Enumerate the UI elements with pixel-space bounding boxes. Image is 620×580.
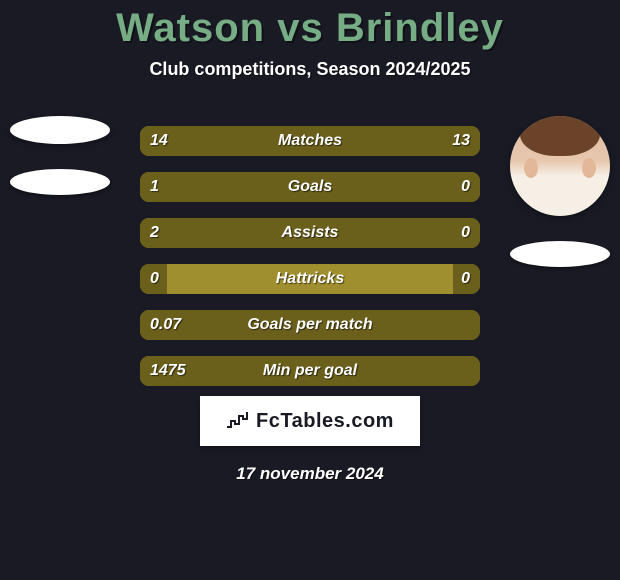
stat-value-left: 14 xyxy=(150,126,168,156)
subtitle: Club competitions, Season 2024/2025 xyxy=(0,59,620,80)
stat-bar: Assists2 0 xyxy=(140,218,480,248)
stat-value-left: 0.07 xyxy=(150,310,181,340)
stat-value-right: 13 xyxy=(452,126,470,156)
stat-label: Matches xyxy=(140,126,480,156)
stat-label: Min per goal xyxy=(140,356,480,386)
stat-bar: Goals per match0.07 xyxy=(140,310,480,340)
stat-bar: Goals1 0 xyxy=(140,172,480,202)
player-a-name: Watson xyxy=(116,6,265,50)
stat-label: Hattricks xyxy=(140,264,480,294)
stat-value-left: 2 xyxy=(150,218,159,248)
player-a-side xyxy=(0,116,120,195)
stat-value-right: 0 xyxy=(461,264,470,294)
stat-label: Assists xyxy=(140,218,480,248)
stats-bars: Matches1413Goals10Assists20Hattricks00Go… xyxy=(140,126,480,402)
stat-value-right: 0 xyxy=(461,218,470,248)
comparison-card: Watson vs Brindley Club competitions, Se… xyxy=(0,6,620,580)
stat-bar: Min per goal1475 xyxy=(140,356,480,386)
logo-text: FcTables.com xyxy=(256,410,394,433)
player-b-name: Brindley xyxy=(336,6,504,50)
stat-value-right: 0 xyxy=(461,172,470,202)
stat-bar: Hattricks0 0 xyxy=(140,264,480,294)
player-b-badge xyxy=(510,241,610,267)
stat-value-left: 1 xyxy=(150,172,159,202)
player-a-avatar xyxy=(10,116,110,144)
stat-value-left: 0 xyxy=(150,264,159,294)
stat-label: Goals per match xyxy=(140,310,480,340)
stat-bar: Matches14 13 xyxy=(140,126,480,156)
page-title: Watson vs Brindley xyxy=(0,6,620,51)
player-a-badge xyxy=(10,169,110,195)
player-b-side xyxy=(500,116,620,267)
stat-value-left: 1475 xyxy=(150,356,186,386)
logo-icon xyxy=(226,409,250,434)
title-vs: vs xyxy=(277,6,324,50)
source-logo: FcTables.com xyxy=(200,396,420,446)
stat-label: Goals xyxy=(140,172,480,202)
player-b-avatar xyxy=(510,116,610,216)
snapshot-date: 17 november 2024 xyxy=(0,464,620,484)
